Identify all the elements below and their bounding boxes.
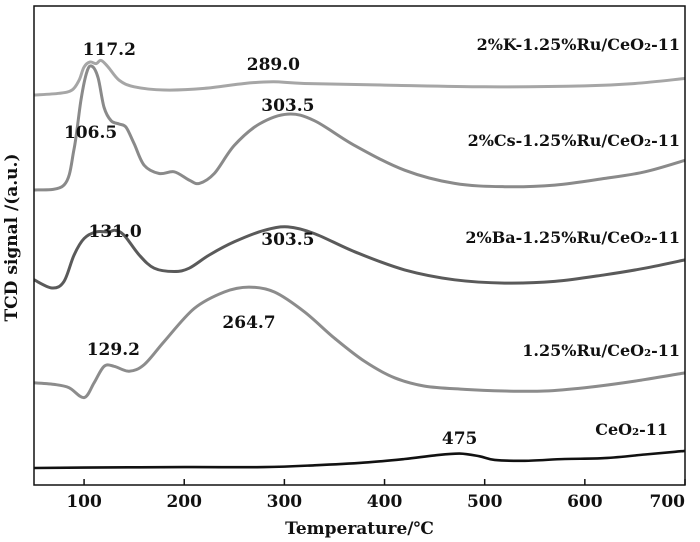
series-layer xyxy=(33,58,686,470)
x-axis-title: Temperature/℃ xyxy=(285,519,434,539)
series-line-4 xyxy=(33,285,686,400)
axis-layer: 100 200 300 400 500 600 700 xyxy=(66,479,686,512)
label-layer: 2%K-1.25%Ru/CeO₂-11 117.2 289.0 2%Cs-1.25%R… xyxy=(64,35,680,449)
peak-label: 475 xyxy=(442,429,478,449)
series-line-1 xyxy=(33,58,686,97)
x-tick-label: 100 xyxy=(66,492,102,512)
peak-label: 303.5 xyxy=(261,96,314,116)
series-label-3: 2%Ba-1.25%Ru/CeO₂-11 xyxy=(465,228,680,247)
series-line-5 xyxy=(33,449,686,470)
x-tick-label: 200 xyxy=(166,492,202,512)
peak-label: 131.0 xyxy=(89,222,142,242)
series-label-2: 2%Cs-1.25%Ru/CeO₂-11 xyxy=(468,131,680,150)
series-line-3 xyxy=(33,225,686,290)
plot-frame xyxy=(33,5,686,486)
peak-label: 289.0 xyxy=(247,55,300,75)
peak-label: 303.5 xyxy=(261,230,314,250)
series-label-4: 1.25%Ru/CeO₂-11 xyxy=(522,341,680,360)
series-line-2 xyxy=(33,64,686,192)
peak-label: 117.2 xyxy=(83,40,136,60)
peak-label: 129.2 xyxy=(87,340,140,360)
x-tick-label: 300 xyxy=(267,492,303,512)
x-tick-label: 700 xyxy=(650,492,686,512)
series-label-1: 2%K-1.25%Ru/CeO₂-11 xyxy=(477,35,680,54)
x-tick-label: 500 xyxy=(467,492,503,512)
x-tick-label: 600 xyxy=(567,492,603,512)
series-label-5: CeO₂-11 xyxy=(595,420,668,439)
y-axis-title: TCD signal /(a.u.) xyxy=(2,153,22,321)
x-tick-label: 400 xyxy=(367,492,403,512)
peak-label: 106.5 xyxy=(64,123,117,143)
peak-label: 264.7 xyxy=(222,313,275,333)
